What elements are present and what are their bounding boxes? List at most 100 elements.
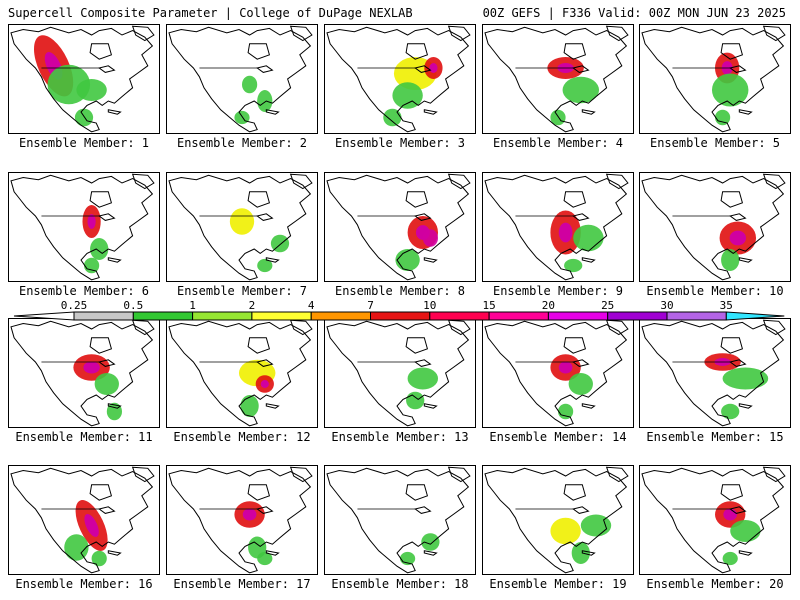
coastline bbox=[720, 43, 744, 60]
coastline bbox=[605, 173, 629, 190]
member-map bbox=[166, 318, 318, 428]
panel-frame bbox=[8, 465, 160, 575]
member-label: Ensemble Member: 6 bbox=[18, 284, 150, 298]
coastline bbox=[729, 359, 747, 367]
scp-field-core bbox=[83, 361, 100, 374]
scp-field bbox=[383, 108, 402, 127]
scp-field bbox=[422, 229, 438, 247]
coastline bbox=[762, 319, 786, 336]
coastline bbox=[326, 174, 470, 281]
run-valid-time: 00Z GEFS | F336 Valid: 00Z MON JUN 23 20… bbox=[482, 6, 786, 20]
ensemble-member-panel bbox=[482, 465, 634, 575]
scp-field bbox=[722, 551, 738, 566]
member-map bbox=[482, 172, 634, 282]
scp-field bbox=[721, 403, 740, 420]
coastline bbox=[289, 319, 313, 336]
member-map bbox=[482, 24, 634, 134]
scp-field bbox=[94, 373, 119, 395]
coastline bbox=[405, 484, 429, 501]
scp-field bbox=[392, 82, 423, 109]
coastline bbox=[484, 26, 628, 133]
member-label: Ensemble Member: 12 bbox=[173, 430, 311, 444]
colorbar-tick-label: 4 bbox=[308, 299, 315, 312]
panel-frame bbox=[639, 24, 791, 134]
member-label: Ensemble Member: 4 bbox=[492, 136, 624, 150]
scp-field bbox=[730, 520, 761, 542]
ensemble-member-panel bbox=[8, 465, 160, 575]
colorbar-swatch bbox=[488, 311, 549, 321]
coastline bbox=[131, 25, 155, 42]
coastline bbox=[265, 257, 280, 263]
coastline bbox=[168, 320, 312, 427]
member-map bbox=[639, 172, 791, 282]
member-map bbox=[639, 24, 791, 134]
scp-field bbox=[722, 367, 769, 390]
ensemble-member-panel bbox=[324, 24, 476, 134]
scp-field bbox=[550, 517, 581, 545]
coastline bbox=[762, 25, 786, 42]
coastline bbox=[738, 257, 753, 263]
coastline bbox=[414, 65, 432, 73]
panel-frame bbox=[324, 465, 476, 575]
colorbar-swatch bbox=[310, 311, 372, 321]
coastline bbox=[405, 43, 429, 60]
member-label: Ensemble Member: 10 bbox=[646, 284, 784, 298]
ensemble-member-panel bbox=[324, 465, 476, 575]
coastline bbox=[107, 403, 122, 409]
ensemble-member-panel bbox=[166, 172, 318, 282]
member-label: Ensemble Member: 15 bbox=[646, 430, 784, 444]
coastline bbox=[326, 467, 470, 574]
member-label: Ensemble Member: 14 bbox=[489, 430, 627, 444]
member-label: Ensemble Member: 8 bbox=[334, 284, 466, 298]
coastline bbox=[720, 337, 744, 354]
colorbar-tick-label: 30 bbox=[660, 299, 673, 312]
coastline bbox=[423, 109, 438, 115]
member-map bbox=[482, 465, 634, 575]
member-label: Ensemble Member: 11 bbox=[15, 430, 153, 444]
panel-frame bbox=[482, 465, 634, 575]
scp-field bbox=[711, 73, 749, 107]
coastline bbox=[326, 320, 470, 427]
coastline bbox=[98, 359, 116, 367]
member-label: Ensemble Member: 7 bbox=[176, 284, 308, 298]
ensemble-member-panel bbox=[482, 318, 634, 428]
coastline bbox=[605, 319, 629, 336]
coastline bbox=[247, 337, 271, 354]
scp-field bbox=[64, 534, 89, 561]
coastline bbox=[729, 213, 747, 221]
coastline bbox=[256, 359, 274, 367]
coastline bbox=[581, 257, 596, 263]
coastline bbox=[581, 550, 596, 556]
scp-field-core bbox=[558, 222, 573, 243]
member-map bbox=[324, 24, 476, 134]
coastline bbox=[423, 257, 438, 263]
scp-field-core bbox=[729, 230, 747, 246]
ensemble-member-panel bbox=[639, 24, 791, 134]
coastline bbox=[762, 173, 786, 190]
colorbar-tick-label: 1 bbox=[189, 299, 196, 312]
coastline bbox=[447, 25, 471, 42]
member-map bbox=[639, 318, 791, 428]
ensemble-member-panel bbox=[482, 172, 634, 282]
member-label: Ensemble Member: 16 bbox=[15, 577, 153, 591]
colorbar-tick-label: 7 bbox=[367, 299, 374, 312]
scp-field bbox=[558, 403, 574, 420]
colorbar-tick-label: 15 bbox=[482, 299, 495, 312]
scp-field-core bbox=[87, 214, 96, 229]
member-map bbox=[8, 465, 160, 575]
colorbar-swatch bbox=[429, 311, 490, 321]
colorbar-left-arrow bbox=[13, 311, 75, 321]
coastline bbox=[572, 359, 590, 367]
colorbar-tick-label: 0.5 bbox=[123, 299, 143, 312]
colorbar-tick-label: 2 bbox=[249, 299, 256, 312]
colorbar-tick-label: 0.25 bbox=[61, 299, 88, 312]
scp-field bbox=[74, 108, 94, 127]
coastline bbox=[265, 550, 280, 556]
coastline bbox=[98, 65, 116, 73]
panel-frame bbox=[639, 465, 791, 575]
coastline bbox=[168, 174, 312, 281]
scp-field bbox=[564, 258, 583, 273]
scp-field bbox=[91, 550, 107, 567]
scp-field bbox=[257, 90, 273, 112]
member-label: Ensemble Member: 20 bbox=[646, 577, 784, 591]
